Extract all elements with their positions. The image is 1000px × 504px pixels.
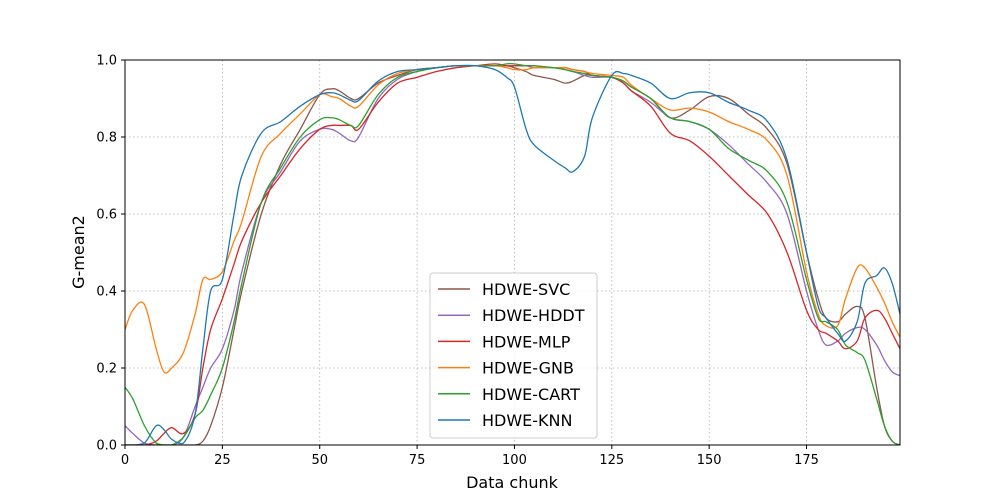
x-tick-label: 75: [409, 453, 426, 468]
y-axis-ticks: 0.0 0.2 0.4 0.6 0.8 1.0: [96, 54, 125, 454]
legend-box: [429, 272, 598, 439]
x-tick-label: 50: [311, 453, 328, 468]
y-tick-label: 0.4: [96, 285, 117, 300]
x-axis-label: Data chunk: [466, 473, 559, 492]
y-tick-label: 1.0: [96, 54, 117, 69]
legend-label-hdwe-knn: HDWE-KNN: [482, 411, 572, 430]
y-tick-label: 0.0: [96, 439, 117, 454]
y-tick-label: 0.2: [96, 362, 117, 377]
series-line-hdwe-mlp: [125, 63, 900, 445]
y-tick-label: 0.8: [96, 131, 117, 146]
x-tick-label: 150: [697, 453, 722, 468]
x-tick-label: 175: [794, 453, 819, 468]
legend-label-hdwe-svc: HDWE-SVC: [482, 280, 570, 299]
x-tick-label: 100: [502, 453, 527, 468]
legend-label-hdwe-mlp: HDWE-MLP: [482, 332, 571, 351]
x-tick-label: 25: [214, 453, 231, 468]
y-tick-label: 0.6: [96, 208, 117, 223]
legend-label-hdwe-hddt: HDWE-HDDT: [482, 306, 585, 325]
series-line-hdwe-knn: [125, 64, 900, 445]
x-tick-label: 0: [121, 453, 129, 468]
series-line-hdwe-gnb: [125, 64, 900, 374]
legend-label-hdwe-cart: HDWE-CART: [482, 385, 580, 404]
legend: HDWE-SVC HDWE-HDDT HDWE-MLP HDWE-GNB HDWE-CA…: [429, 272, 598, 439]
series-lines: [125, 62, 900, 445]
x-tick-label: 125: [599, 453, 624, 468]
y-axis-label: G-mean2: [69, 215, 88, 289]
legend-label-hdwe-gnb: HDWE-GNB: [482, 359, 574, 378]
plot-frame: [124, 59, 901, 446]
series-line-hdwe-cart: [125, 62, 900, 445]
x-axis-ticks: 0 25 50 75 100 125 150 175: [121, 445, 819, 468]
